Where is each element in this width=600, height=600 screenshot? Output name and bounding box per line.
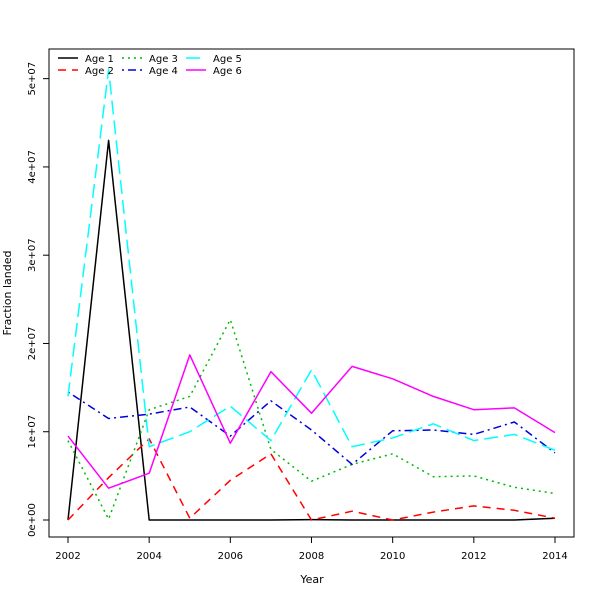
series-line-age-4 (67, 391, 556, 466)
x-tick-label: 2010 (380, 551, 405, 562)
y-tick-label: 0e+00 (27, 503, 38, 537)
legend-label: Age 6 (213, 66, 242, 77)
y-axis-title: Fraction landed (1, 251, 14, 336)
legend-label: Age 4 (149, 66, 178, 77)
x-tick-label: 2004 (136, 551, 161, 562)
x-tick-label: 2012 (461, 551, 486, 562)
legend-label: Age 5 (213, 54, 242, 65)
x-axis: 2002 2004 2006 2008 2010 2012 2014 (55, 537, 568, 562)
legend-label: Age 3 (149, 54, 178, 65)
y-tick-label: 1e+07 (27, 415, 38, 449)
x-tick-label: 2002 (55, 551, 80, 562)
series-line-age-5 (67, 69, 556, 451)
series-line-age-2 (67, 438, 556, 521)
x-axis-title: Year (299, 573, 324, 586)
y-tick-label: 2e+07 (27, 327, 38, 361)
x-tick-label: 2006 (218, 551, 243, 562)
series-lines (67, 69, 556, 521)
x-tick-label: 2014 (542, 551, 567, 562)
y-tick-label: 4e+07 (27, 150, 38, 184)
legend-label: Age 1 (85, 54, 114, 65)
plot-frame (48, 48, 575, 538)
y-axis: 0e+00 1e+07 2e+07 3e+07 4e+07 5e+07 (27, 62, 49, 537)
series-line-age-1 (67, 139, 556, 521)
legend-label: Age 2 (85, 66, 114, 77)
y-tick-label: 3e+07 (27, 238, 38, 272)
series-line-age-3 (67, 318, 556, 520)
y-tick-label: 5e+07 (27, 62, 38, 96)
series-line-age-6 (67, 354, 556, 489)
x-tick-label: 2008 (299, 551, 324, 562)
